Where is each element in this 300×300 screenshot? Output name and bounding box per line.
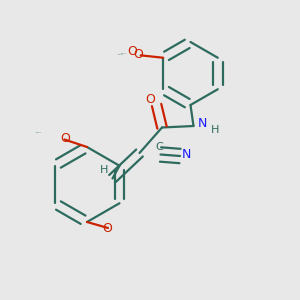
Text: O: O [134, 48, 143, 61]
Text: O: O [127, 45, 137, 58]
Text: methoxy: methoxy [121, 53, 127, 55]
Text: O: O [103, 222, 112, 236]
Text: methoxy: methoxy [118, 53, 124, 55]
Text: H: H [100, 165, 108, 175]
Text: O: O [61, 132, 70, 145]
Text: methoxy: methoxy [36, 132, 42, 133]
Text: N: N [182, 148, 191, 161]
Text: O: O [145, 93, 155, 106]
Text: H: H [211, 124, 219, 135]
Text: N: N [198, 117, 207, 130]
Text: C: C [155, 142, 163, 152]
